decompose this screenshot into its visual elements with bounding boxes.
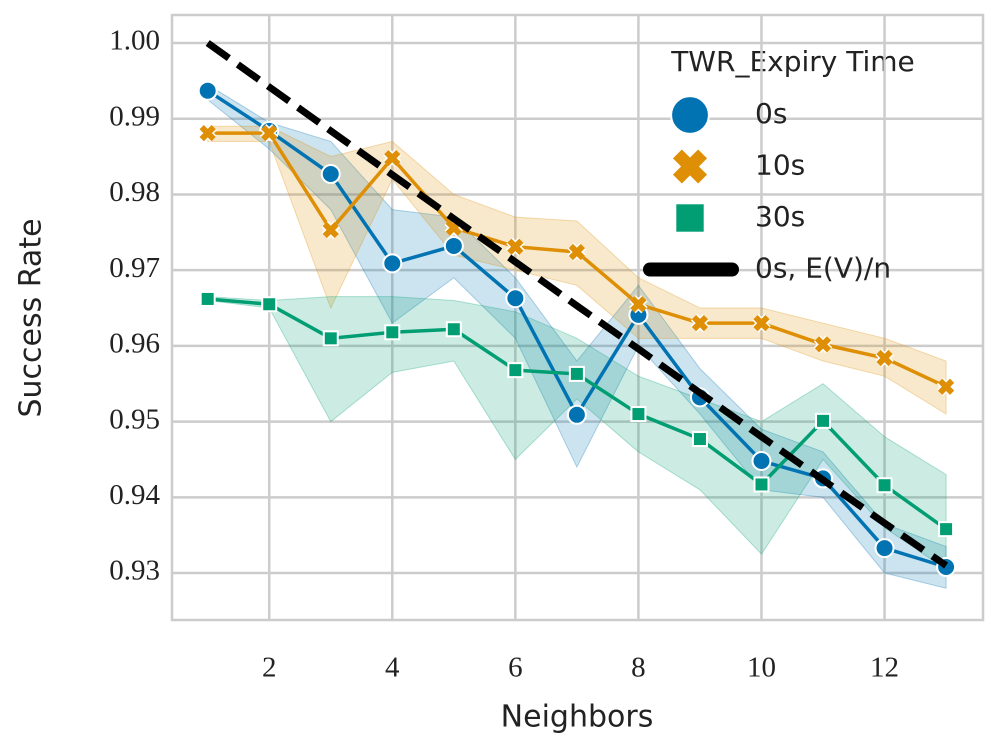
marker: [874, 538, 895, 559]
legend-title: TWR_Expiry Time: [670, 45, 915, 78]
marker: [261, 296, 278, 313]
marker: [199, 290, 216, 307]
x-tick-label: 8: [631, 652, 646, 684]
legend-label: 0s: [755, 97, 787, 130]
marker: [321, 220, 340, 240]
marker: [322, 330, 339, 347]
marker-cross: [937, 378, 955, 395]
marker: [507, 362, 524, 379]
marker-cross: [261, 125, 278, 142]
marker-cross: [199, 125, 216, 142]
marker: [384, 324, 401, 341]
marker: [670, 95, 710, 135]
marker: [875, 348, 894, 368]
marker: [691, 431, 708, 448]
x-axis-label: Neighbors: [501, 700, 654, 735]
marker: [815, 412, 832, 429]
marker: [936, 377, 956, 396]
series-line: [205, 40, 949, 569]
marker: [260, 123, 279, 143]
marker: [382, 253, 403, 274]
confidence-band: [207, 125, 947, 415]
y-axis-label: Success Rate: [14, 218, 49, 417]
marker: [320, 164, 341, 185]
marker: [752, 313, 771, 333]
marker: [443, 235, 464, 256]
marker-cross: [691, 315, 709, 332]
y-tick-label: 0.98: [109, 176, 160, 208]
y-tick-label: 0.93: [109, 555, 160, 587]
x-tick-label: 10: [747, 652, 776, 684]
y-tick-label: 0.95: [109, 403, 160, 435]
marker: [813, 335, 833, 354]
marker-cross: [507, 238, 524, 255]
y-tick-label: 0.97: [109, 252, 160, 284]
legend-label: 10s: [755, 149, 805, 182]
marker-cross: [384, 149, 401, 167]
legend-label: 30s: [755, 200, 805, 233]
y-tick-label: 1.00: [109, 25, 160, 57]
y-tick-label: 0.96: [109, 328, 160, 360]
marker-cross: [753, 315, 770, 332]
marker: [383, 148, 402, 168]
marker-cross: [672, 149, 708, 184]
marker: [568, 365, 585, 382]
marker: [197, 80, 218, 101]
x-tick-label: 6: [508, 652, 523, 684]
y-tick-label: 0.99: [109, 100, 160, 132]
marker: [566, 404, 587, 425]
marker: [690, 313, 710, 333]
y-tick-label: 0.94: [109, 479, 160, 511]
marker: [938, 521, 955, 538]
legend-label: 0s, E(V)/n: [755, 252, 891, 285]
marker-cross: [814, 336, 832, 353]
marker: [445, 321, 462, 338]
marker: [674, 202, 706, 234]
marker-cross: [630, 296, 647, 313]
marker: [751, 450, 772, 471]
marker: [506, 237, 525, 256]
marker: [198, 123, 217, 143]
marker-cross: [876, 349, 893, 367]
marker: [876, 477, 893, 494]
marker: [505, 288, 526, 309]
marker-cross: [322, 221, 339, 239]
marker: [630, 406, 647, 423]
marker: [629, 295, 648, 314]
marker: [753, 476, 770, 493]
x-tick-label: 12: [870, 652, 899, 684]
x-tick-label: 4: [385, 652, 400, 684]
marker: [567, 242, 587, 262]
x-tick-label: 2: [262, 652, 277, 684]
marker: [671, 148, 709, 185]
marker-cross: [568, 243, 586, 261]
